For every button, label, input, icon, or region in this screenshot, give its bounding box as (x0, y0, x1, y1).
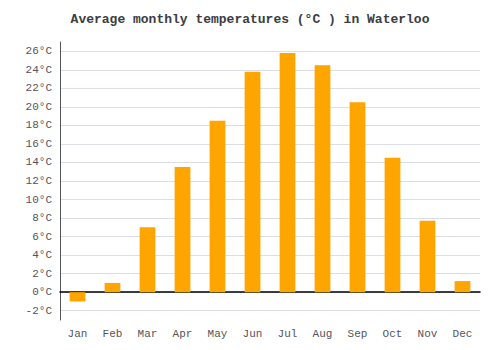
svg-text:0°C: 0°C (32, 286, 52, 298)
svg-text:24°C: 24°C (26, 64, 53, 76)
svg-text:-2°C: -2°C (26, 305, 53, 317)
svg-text:4°C: 4°C (32, 249, 52, 261)
svg-text:Apr: Apr (173, 328, 193, 340)
svg-text:16°C: 16°C (26, 138, 53, 150)
svg-text:Aug: Aug (313, 328, 333, 340)
svg-text:10°C: 10°C (26, 194, 53, 206)
svg-text:Oct: Oct (383, 328, 403, 340)
svg-text:26°C: 26°C (26, 45, 53, 57)
svg-text:Jun: Jun (243, 328, 263, 340)
svg-text:May: May (208, 328, 228, 340)
svg-text:Jul: Jul (278, 328, 298, 340)
svg-text:12°C: 12°C (26, 175, 53, 187)
svg-text:Average monthly temperatures (: Average monthly temperatures (°C ) in Wa… (71, 12, 430, 27)
svg-text:2°C: 2°C (32, 268, 52, 280)
svg-text:Dec: Dec (453, 328, 473, 340)
svg-text:6°C: 6°C (32, 231, 52, 243)
svg-text:18°C: 18°C (26, 119, 53, 131)
svg-text:22°C: 22°C (26, 82, 53, 94)
svg-text:14°C: 14°C (26, 156, 53, 168)
svg-text:Nov: Nov (418, 328, 438, 340)
svg-text:Mar: Mar (138, 328, 158, 340)
svg-text:Feb: Feb (103, 328, 123, 340)
svg-text:Sep: Sep (348, 328, 368, 340)
svg-text:Jan: Jan (68, 328, 88, 340)
svg-text:8°C: 8°C (32, 212, 52, 224)
svg-text:20°C: 20°C (26, 101, 53, 113)
